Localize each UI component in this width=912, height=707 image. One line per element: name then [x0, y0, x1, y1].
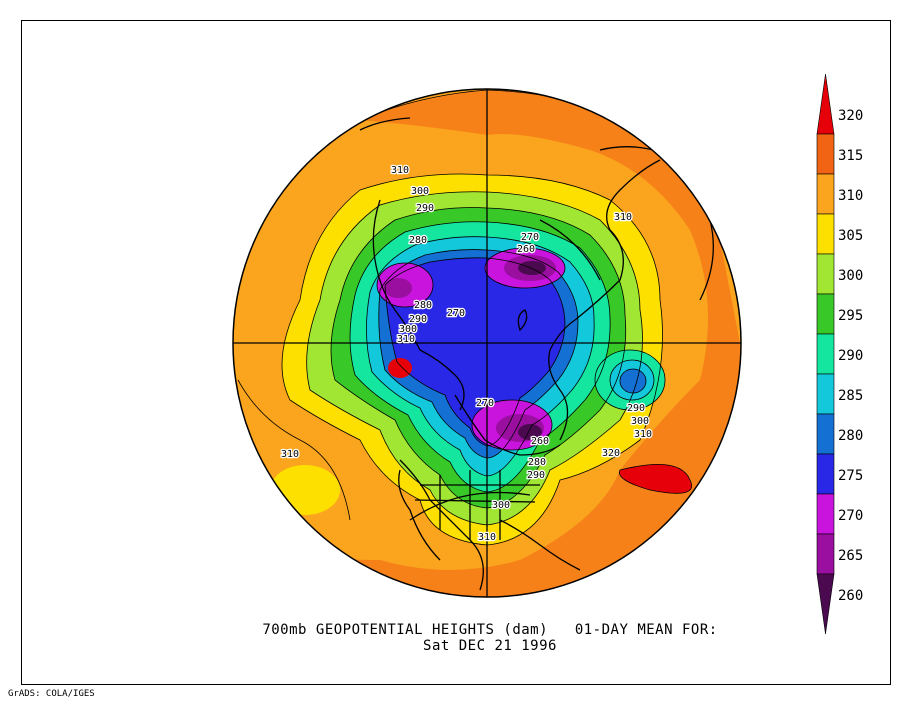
colorbar-swatch-320	[816, 73, 835, 135]
colorbar-swatch-295	[816, 293, 835, 335]
contour-labels: 3103002902802802903003102702702603102702…	[280, 164, 654, 545]
contour-label: 270	[521, 232, 539, 243]
contour-label: 310	[391, 165, 409, 176]
colorbar-swatch-290	[816, 333, 835, 375]
colorbar-swatch-280	[816, 413, 835, 455]
contour-label: 310	[281, 449, 299, 460]
contour-label: 280	[528, 457, 546, 468]
colorbar-swatch-265	[816, 533, 835, 575]
colorbar-swatch-260	[816, 573, 835, 635]
colorbar-label-300: 300	[838, 268, 863, 284]
colorbar-label-260: 260	[838, 588, 863, 604]
contour-label: 290	[416, 203, 434, 214]
colorbar-swatch-285	[816, 373, 835, 415]
contour-label: 270	[447, 308, 465, 319]
contour-label: 280	[414, 300, 432, 311]
contour-label: 320	[602, 448, 620, 459]
contour-label: 300	[492, 500, 510, 511]
colorbar-label-280: 280	[838, 428, 863, 444]
colorbar-label-295: 295	[838, 308, 863, 324]
colorbar-label-305: 305	[838, 228, 863, 244]
colorbar-swatch-310	[816, 173, 835, 215]
credit-text: GrADS: COLA/IGES	[8, 689, 95, 699]
colorbar-label-275: 275	[838, 468, 863, 484]
colorbar-label-265: 265	[838, 548, 863, 564]
contour-label: 300	[399, 324, 417, 335]
contour-label: 310	[478, 532, 496, 543]
plot-frame	[21, 20, 891, 685]
colorbar-label-320: 320	[838, 108, 863, 124]
contour-label: 290	[527, 470, 545, 481]
contour-label: 300	[411, 186, 429, 197]
contour-label: 260	[531, 436, 549, 447]
contour-label: 290	[409, 314, 427, 325]
map-title: 700mb GEOPOTENTIAL HEIGHTS (dam) 01-DAY …	[262, 622, 718, 638]
map-date: Sat DEC 21 1996	[423, 638, 557, 654]
colorbar-label-270: 270	[838, 508, 863, 524]
colorbar-label-290: 290	[838, 348, 863, 364]
colorbar-label-285: 285	[838, 388, 863, 404]
colorbar-swatch-275	[816, 453, 835, 495]
contour-label: 260	[517, 244, 535, 255]
colorbar-swatch-305	[816, 213, 835, 255]
colorbar-swatch-270	[816, 493, 835, 535]
contour-label: 310	[634, 429, 652, 440]
contour-label: 310	[397, 334, 415, 345]
contour-label: 280	[409, 235, 427, 246]
contour-label: 310	[614, 212, 632, 223]
colorbar-label-310: 310	[838, 188, 863, 204]
contour-label: 300	[631, 416, 649, 427]
contour-label: 290	[627, 403, 645, 414]
colorbar-swatch-315	[816, 133, 835, 175]
contour-label: 270	[476, 398, 494, 409]
colorbar-swatch-300	[816, 253, 835, 295]
colorbar-label-315: 315	[838, 148, 863, 164]
